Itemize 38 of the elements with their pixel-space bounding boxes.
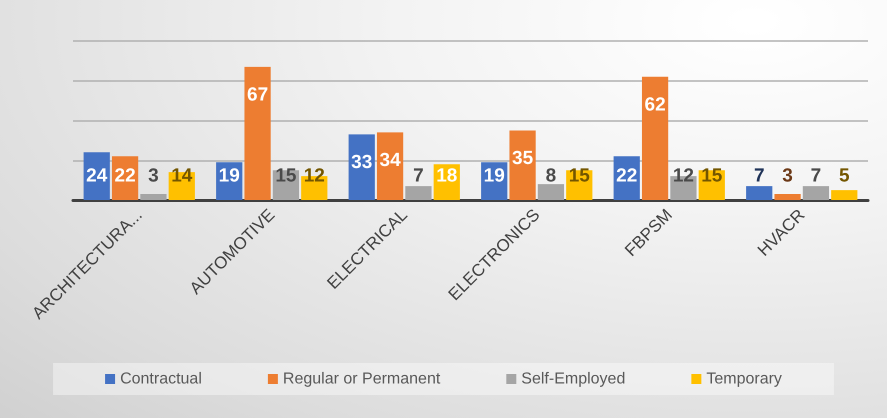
data-label: 19 — [484, 166, 505, 186]
data-label: 62 — [644, 94, 666, 116]
legend-label: Contractual — [120, 370, 202, 388]
bar — [140, 194, 167, 200]
bar — [538, 184, 564, 200]
data-label: 18 — [436, 166, 458, 186]
legend-label: Self-Employed — [521, 370, 626, 388]
bar — [509, 130, 536, 200]
bar — [348, 134, 375, 200]
data-label: 34 — [380, 150, 402, 171]
data-label: 3 — [148, 166, 159, 186]
data-label: 22 — [114, 166, 136, 186]
bar — [774, 194, 801, 200]
data-label: 3 — [782, 166, 793, 186]
legend-label: Temporary — [706, 370, 782, 388]
data-label: 24 — [86, 166, 108, 186]
bar — [642, 76, 668, 200]
bar — [376, 132, 404, 200]
data-label: 8 — [546, 166, 556, 186]
bar — [405, 186, 432, 200]
bar — [831, 190, 858, 200]
data-label: 35 — [512, 148, 534, 169]
data-label: 22 — [616, 166, 638, 186]
data-label: 67 — [247, 84, 268, 106]
data-label: 7 — [810, 166, 822, 186]
bar — [802, 186, 830, 200]
data-label: 7 — [754, 166, 765, 186]
data-label: 15 — [701, 166, 723, 186]
bar — [746, 186, 772, 200]
data-label: 14 — [171, 166, 193, 186]
data-label: 7 — [413, 166, 424, 186]
data-label: 33 — [351, 152, 372, 173]
data-label: 15 — [275, 166, 297, 186]
legend-label: Regular or Permanent — [282, 370, 441, 388]
data-label: 19 — [218, 166, 240, 186]
data-label: 5 — [838, 166, 850, 186]
data-label: 15 — [568, 166, 590, 186]
bar — [244, 66, 271, 200]
